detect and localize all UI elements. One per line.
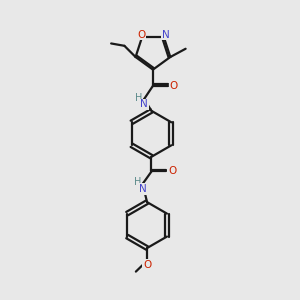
Text: N: N [162,29,169,40]
Text: O: O [137,29,145,40]
Text: N: N [139,184,146,194]
Text: O: O [169,81,178,91]
Text: H: H [135,93,142,103]
Text: O: O [143,260,151,269]
Text: H: H [134,177,141,188]
Text: N: N [140,99,148,110]
Text: O: O [168,167,176,176]
